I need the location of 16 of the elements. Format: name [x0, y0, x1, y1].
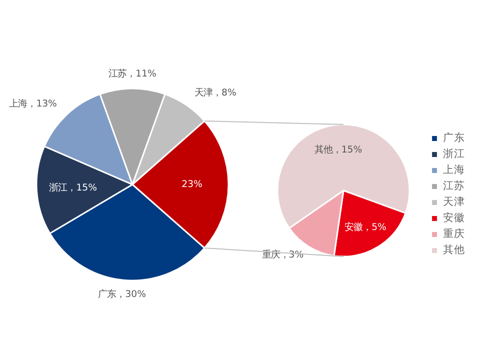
data-label: 天津，8%: [194, 88, 236, 99]
data-label: 其他，15%: [314, 144, 362, 156]
data-label: 广东，30%: [98, 288, 146, 300]
legend-label: 广东: [443, 131, 465, 145]
data-label: 浙江，15%: [49, 182, 98, 194]
legend-label: 重庆: [443, 227, 465, 241]
data-label: 上海，13%: [9, 98, 58, 110]
legend-label: 天津: [443, 195, 465, 209]
data-label: 23%: [182, 179, 203, 190]
legend-label: 江苏: [443, 179, 465, 193]
legend-label: 其他: [443, 243, 465, 257]
data-label: 安徽，5%: [344, 222, 387, 233]
data-label: 江苏，11%: [108, 68, 157, 80]
legend-label: 浙江: [443, 147, 465, 161]
legend-label: 安徽: [443, 211, 465, 225]
legend-label: 上海: [443, 163, 465, 177]
